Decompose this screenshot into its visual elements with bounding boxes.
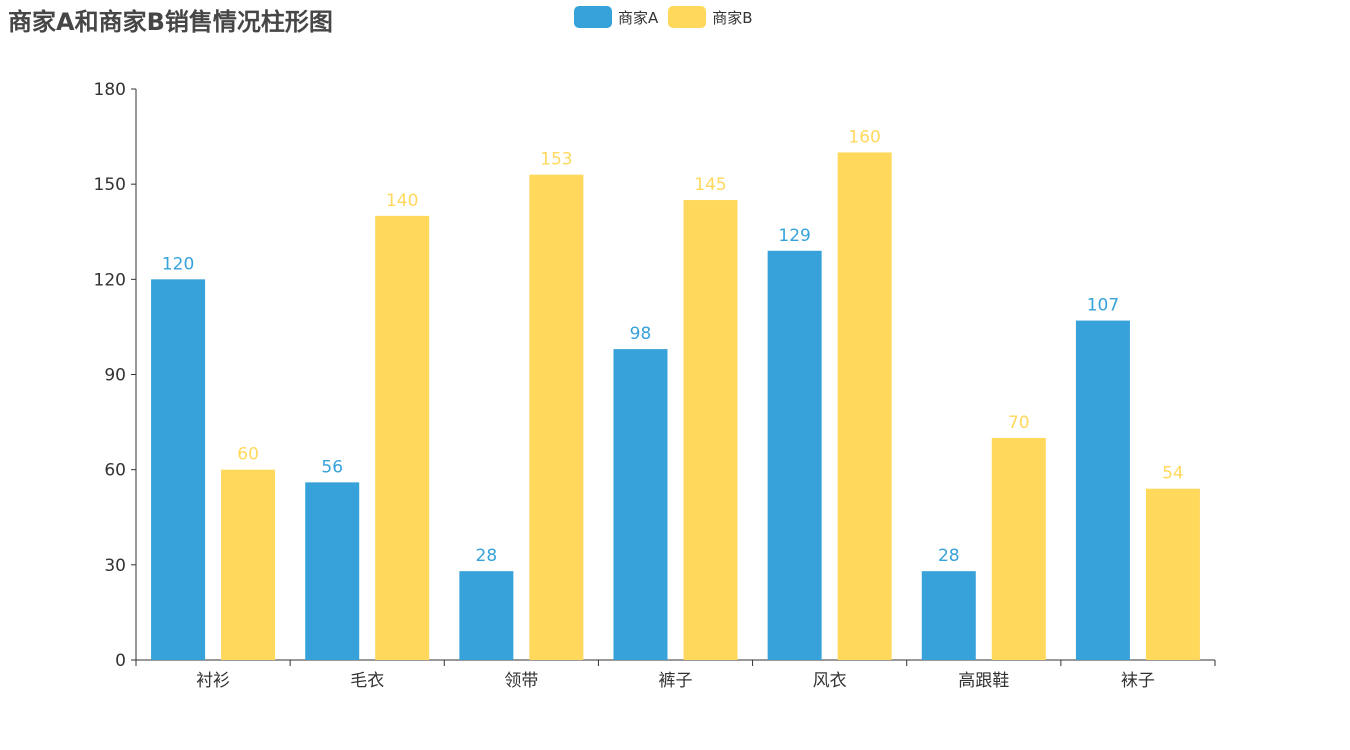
x-tick-label: 领带 <box>504 671 538 691</box>
bar-series-b <box>221 469 276 660</box>
data-label-series-a: 98 <box>630 324 652 344</box>
data-label-series-b: 60 <box>237 445 259 465</box>
data-label-series-a: 107 <box>1087 296 1119 316</box>
data-label-series-b: 145 <box>694 175 726 195</box>
legend-label-series-b: 商家B <box>712 8 753 27</box>
y-tick-label: 60 <box>104 461 126 481</box>
bar-series-a <box>305 482 360 660</box>
x-tick-label: 袜子 <box>1121 671 1155 691</box>
data-label-series-b: 70 <box>1008 413 1030 433</box>
x-tick-label: 裤子 <box>659 671 693 691</box>
bar-series-b <box>991 437 1046 660</box>
bar-series-a <box>767 250 822 661</box>
bar-series-b <box>375 215 430 660</box>
data-label-series-a: 28 <box>476 546 498 566</box>
x-tick-label: 风衣 <box>813 671 847 691</box>
legend-swatch-series-b <box>668 6 707 28</box>
bar-series-b <box>1145 488 1200 660</box>
data-label-series-a: 28 <box>938 546 960 566</box>
legend-item-series-a[interactable]: 商家A <box>574 6 658 28</box>
data-label-series-a: 129 <box>778 226 810 246</box>
bar-series-b <box>683 200 738 660</box>
y-tick-label: 120 <box>94 270 126 290</box>
bar-series-a <box>459 571 514 660</box>
chart-title: 商家A和商家B销售情况柱形图 <box>8 8 333 36</box>
y-tick-label: 90 <box>104 366 126 386</box>
data-label-series-b: 153 <box>540 150 572 170</box>
x-tick-label: 衬衫 <box>196 671 230 691</box>
legend: 商家A 商家B <box>574 6 763 28</box>
bar-series-a <box>151 279 206 660</box>
y-tick-label: 0 <box>115 651 126 671</box>
legend-swatch-series-a <box>574 6 612 28</box>
x-tick-label: 毛衣 <box>350 671 384 691</box>
y-tick-label: 180 <box>94 80 126 100</box>
y-tick-label: 30 <box>104 556 126 576</box>
legend-item-series-b[interactable]: 商家B <box>668 6 753 28</box>
data-label-series-b: 160 <box>848 127 880 147</box>
bar-series-b <box>529 174 584 660</box>
data-label-series-a: 56 <box>321 457 343 477</box>
x-tick-label: 高跟鞋 <box>958 671 1009 691</box>
bar-series-a <box>1075 320 1130 660</box>
data-label-series-b: 54 <box>1162 464 1184 484</box>
y-tick-label: 150 <box>94 175 126 195</box>
data-label-series-b: 140 <box>386 191 418 211</box>
bar-series-b <box>837 152 892 660</box>
legend-label-series-a: 商家A <box>618 8 659 27</box>
bar-series-a <box>613 349 668 660</box>
bar-series-a <box>921 571 976 660</box>
data-label-series-a: 120 <box>162 254 194 274</box>
